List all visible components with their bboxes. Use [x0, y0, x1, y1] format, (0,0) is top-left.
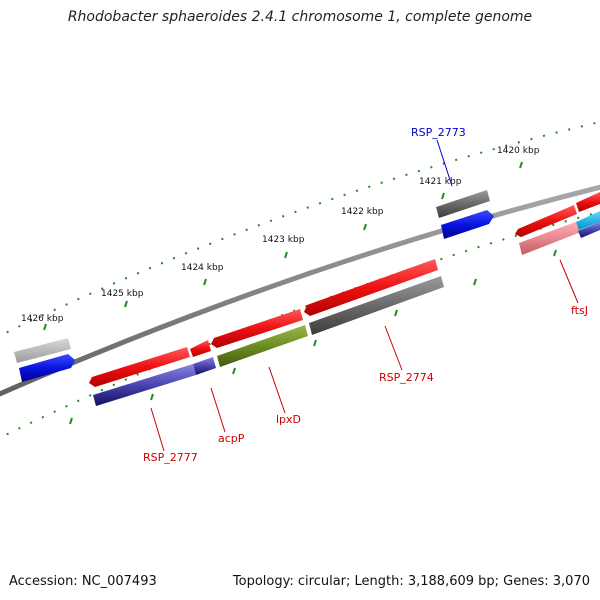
gene-arrow [309, 276, 444, 335]
gene-label-rsp-2774: RSP_2774 [379, 371, 434, 384]
reverse-strand-genes [19, 210, 600, 406]
tick-labels: 1426 kbp 1425 kbp 1424 kbp 1423 kbp 1422… [21, 146, 540, 324]
gene-arrow [211, 309, 303, 348]
gene-arrow [19, 354, 75, 382]
gene-label-rsp-2777: RSP_2777 [143, 451, 198, 464]
gene-arrow [576, 211, 600, 230]
gene-labels: RSP_2773 ftsJ RSP_2774 lpxD acpP RSP_277… [143, 126, 588, 464]
tick-label: 1421 kbp [419, 177, 462, 187]
gene-arrow [193, 357, 216, 375]
gene-label-acpp: acpP [218, 432, 245, 445]
gene-arrow [190, 340, 211, 357]
gene-arrow [578, 222, 600, 238]
gene-label-rsp-2773: RSP_2773 [411, 126, 466, 139]
gene-arrow [93, 364, 196, 406]
gene-arrow [89, 347, 190, 387]
gene-arrow [436, 190, 490, 218]
gene-label-ftsj: ftsJ [571, 304, 588, 317]
gene-arrow [519, 221, 581, 255]
forward-strand-genes [14, 190, 600, 387]
tick-label: 1423 kbp [262, 235, 305, 245]
gene-arrow [441, 210, 494, 239]
gene-arrow [217, 325, 308, 367]
leader-lines [150, 139, 579, 452]
gene-arrow [14, 338, 71, 363]
map-title: Rhodobacter sphaeroides 2.4.1 chromosome… [67, 9, 533, 25]
tick-label: 1426 kbp [21, 314, 64, 324]
gene-arrow [515, 205, 577, 237]
genome-summary-text: Topology: circular; Length: 3,188,609 bp… [232, 574, 590, 589]
outer-tick-ring [0, 121, 600, 337]
gene-arrow [304, 259, 438, 316]
inner-tick-ring [0, 211, 600, 439]
tick-label: 1424 kbp [181, 263, 224, 273]
tick-label: 1420 kbp [497, 146, 540, 156]
chromosome-backbone [0, 184, 600, 397]
gene-arrow [576, 192, 600, 212]
tick-label: 1422 kbp [341, 207, 384, 217]
gene-label-lpxd: lpxD [276, 413, 301, 426]
major-ticks [43, 161, 557, 425]
accession-text: Accession: NC_007493 [9, 574, 157, 589]
tick-label: 1425 kbp [101, 289, 144, 299]
